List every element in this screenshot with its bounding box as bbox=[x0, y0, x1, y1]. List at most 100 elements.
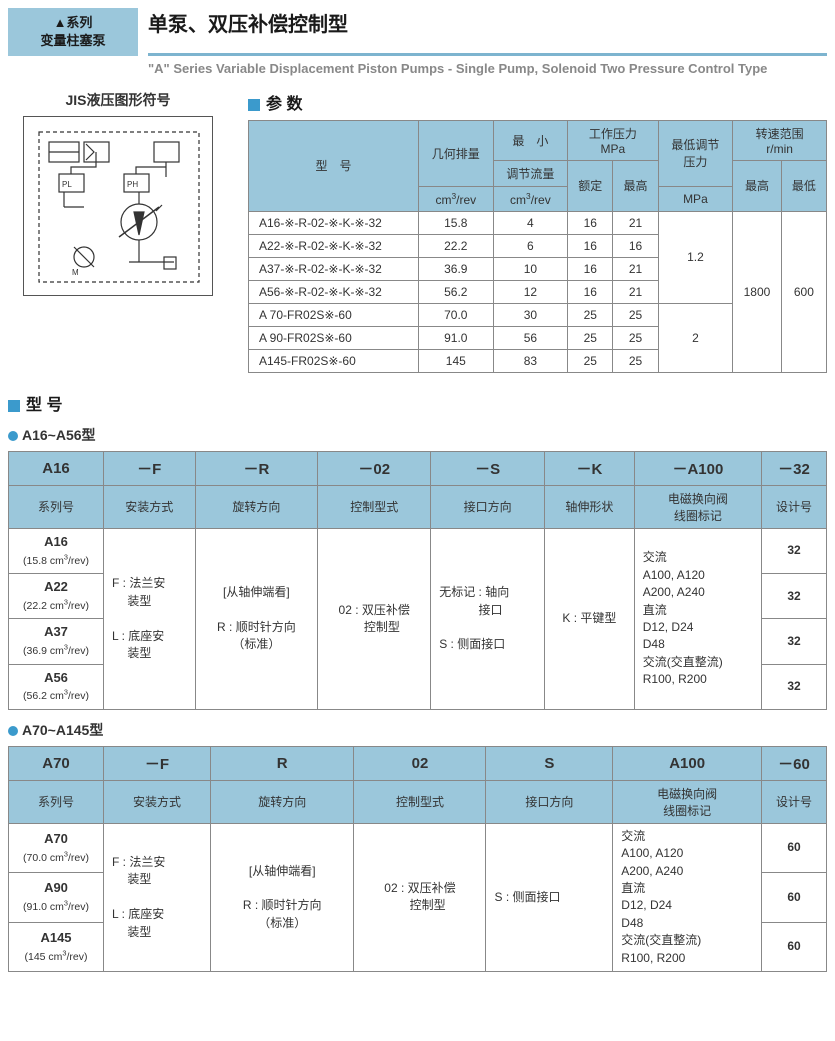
cell-design: 60 bbox=[762, 823, 827, 872]
badge-line2: 变量柱塞泵 bbox=[14, 32, 132, 50]
sub2-title: A70~A145型 bbox=[8, 720, 827, 740]
code-label-cell: 设计号 bbox=[762, 485, 827, 528]
cell-minflow: 12 bbox=[493, 280, 568, 303]
col-speed: 转速范围 r/min bbox=[733, 120, 827, 160]
model-section: 型 号 A16~A56型 A16－F－R－02－S－K－A100－32系列号安装… bbox=[8, 391, 827, 972]
code-top-cell: －F bbox=[104, 746, 211, 780]
table-row: A16-※-R-02-※-K-※-3215.8416211.21800600 bbox=[249, 211, 827, 234]
code-top-cell: 02 bbox=[354, 746, 486, 780]
code-top-cell: －F bbox=[104, 451, 196, 485]
cell-rated: 16 bbox=[568, 211, 613, 234]
col-disp: 几何排量 bbox=[419, 120, 494, 186]
col-workp: 工作压力 MPa bbox=[568, 120, 658, 160]
col-rated: 额定 bbox=[568, 160, 613, 211]
code-label-cell: 设计号 bbox=[762, 780, 827, 823]
cell-design: 32 bbox=[762, 528, 827, 573]
col-minflow: 最 小 bbox=[493, 120, 568, 160]
diagram-title: JIS液压图形符号 bbox=[8, 90, 228, 110]
cell-max: 25 bbox=[613, 303, 658, 326]
code-label-row: 系列号安装方式旋转方向控制型式接口方向电磁换向阀线圈标记设计号 bbox=[9, 780, 827, 823]
diagram-block: JIS液压图形符号 PL PH bbox=[8, 90, 228, 373]
code-label-cell: 旋转方向 bbox=[210, 780, 353, 823]
col-minadj-unit: MPa bbox=[658, 186, 733, 211]
table-row: A16(15.8 cm3/rev)F : 法兰安 装型L : 底座安 装型[从轴… bbox=[9, 528, 827, 573]
col-minflow-unit: cm3/rev bbox=[493, 186, 568, 211]
params-body: A16-※-R-02-※-K-※-3215.8416211.21800600A2… bbox=[249, 211, 827, 372]
code-top-cell: －02 bbox=[318, 451, 431, 485]
cell-model: A 70-FR02S※-60 bbox=[249, 303, 419, 326]
svg-text:PL: PL bbox=[62, 180, 72, 189]
table-row: A70(70.0 cm3/rev)F : 法兰安 装型L : 底座安 装型[从轴… bbox=[9, 823, 827, 872]
subtitle-en: "A" Series Variable Displacement Piston … bbox=[148, 60, 827, 78]
code-top-row: A16－F－R－02－S－K－A100－32 bbox=[9, 451, 827, 485]
cell-disp: 91.0 bbox=[419, 326, 494, 349]
code-label-cell: 控制型式 bbox=[354, 780, 486, 823]
cell-design: 60 bbox=[762, 873, 827, 922]
cell-series: A37(36.9 cm3/rev) bbox=[9, 619, 104, 664]
main-title: 单泵、双压补偿控制型 bbox=[148, 8, 827, 56]
cell-disp: 15.8 bbox=[419, 211, 494, 234]
cell-minflow: 56 bbox=[493, 326, 568, 349]
cell-series: A56(56.2 cm3/rev) bbox=[9, 664, 104, 709]
code-label-cell: 电磁换向阀线圈标记 bbox=[634, 485, 761, 528]
cell-max: 16 bbox=[613, 234, 658, 257]
cell-mount: F : 法兰安 装型L : 底座安 装型 bbox=[104, 528, 196, 709]
col-minadj: 最低调节 压力 bbox=[658, 120, 733, 186]
code-label-cell: 系列号 bbox=[9, 780, 104, 823]
code-label-cell: 旋转方向 bbox=[195, 485, 318, 528]
cell-speed-hi: 1800 bbox=[733, 211, 782, 372]
params-title: 参 数 bbox=[248, 90, 827, 114]
title-cn: 单泵、双压补偿控制型 bbox=[148, 8, 827, 37]
cell-rated: 25 bbox=[568, 303, 613, 326]
cell-minadj-top: 1.2 bbox=[658, 211, 733, 303]
cell-rotation: [从轴伸端看]R : 顺时针方向（标准） bbox=[210, 823, 353, 971]
cell-model: A56-※-R-02-※-K-※-32 bbox=[249, 280, 419, 303]
cell-minflow: 10 bbox=[493, 257, 568, 280]
top-section: JIS液压图形符号 PL PH bbox=[8, 90, 827, 373]
cell-minadj-bot: 2 bbox=[658, 303, 733, 372]
code-top-row: A70－FR02SA100－60 bbox=[9, 746, 827, 780]
code-label-cell: 轴伸形状 bbox=[545, 485, 635, 528]
svg-text:M: M bbox=[72, 268, 79, 277]
cell-disp: 22.2 bbox=[419, 234, 494, 257]
square-bullet-icon bbox=[248, 99, 260, 111]
square-bullet-icon bbox=[8, 400, 20, 412]
code-top-cell: A16 bbox=[9, 451, 104, 485]
cell-disp: 145 bbox=[419, 349, 494, 372]
col-slo: 最低 bbox=[781, 160, 826, 211]
params-table: 型 号 几何排量 最 小 工作压力 MPa 最低调节 压力 转速范围 bbox=[248, 120, 827, 373]
code-label-cell: 安装方式 bbox=[104, 485, 196, 528]
col-minflow2: 调节流量 bbox=[493, 160, 568, 186]
cell-design: 32 bbox=[762, 664, 827, 709]
code-top-cell: －S bbox=[431, 451, 545, 485]
cell-coil: 交流A100, A120A200, A240直流D12, D24D48交流(交直… bbox=[613, 823, 762, 971]
cell-rotation: [从轴伸端看]R : 顺时针方向（标准） bbox=[195, 528, 318, 709]
cell-minflow: 6 bbox=[493, 234, 568, 257]
cell-max: 25 bbox=[613, 349, 658, 372]
cell-speed-lo: 600 bbox=[781, 211, 826, 372]
col-max: 最高 bbox=[613, 160, 658, 211]
cell-rated: 16 bbox=[568, 280, 613, 303]
cell-series: A22(22.2 cm3/rev) bbox=[9, 574, 104, 619]
cell-rated: 25 bbox=[568, 326, 613, 349]
code-top-cell: A70 bbox=[9, 746, 104, 780]
code-top-cell: A100 bbox=[613, 746, 762, 780]
col-model: 型 号 bbox=[249, 120, 419, 211]
cell-coil: 交流A100, A120A200, A240直流D12, D24D48交流(交直… bbox=[634, 528, 761, 709]
cell-max: 21 bbox=[613, 211, 658, 234]
cell-minflow: 4 bbox=[493, 211, 568, 234]
cell-minflow: 83 bbox=[493, 349, 568, 372]
code-label-cell: 系列号 bbox=[9, 485, 104, 528]
cell-rated: 25 bbox=[568, 349, 613, 372]
code-top-cell: －A100 bbox=[634, 451, 761, 485]
params-block: 参 数 型 号 几何排量 最 小 工作压力 MPa 最低调节 压力 bbox=[248, 90, 827, 373]
cell-rated: 16 bbox=[568, 257, 613, 280]
code-label-cell: 接口方向 bbox=[486, 780, 613, 823]
code-top-cell: －R bbox=[195, 451, 318, 485]
cell-control: 02 : 双压补偿 控制型 bbox=[318, 528, 431, 709]
cell-disp: 36.9 bbox=[419, 257, 494, 280]
series-badge: ▲系列 变量柱塞泵 bbox=[8, 8, 138, 56]
cell-design: 32 bbox=[762, 574, 827, 619]
code-top-cell: －32 bbox=[762, 451, 827, 485]
cell-model: A37-※-R-02-※-K-※-32 bbox=[249, 257, 419, 280]
